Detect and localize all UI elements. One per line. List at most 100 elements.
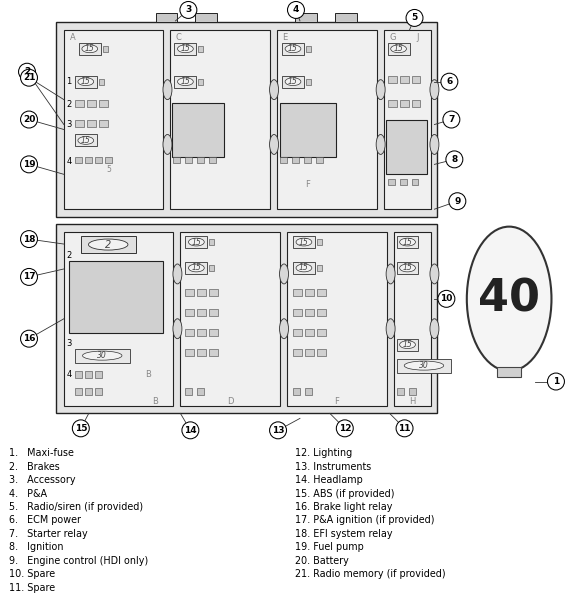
- Text: A: A: [70, 33, 76, 42]
- Text: 2: 2: [66, 250, 72, 259]
- Bar: [99, 120, 108, 127]
- Bar: [209, 349, 218, 356]
- Bar: [397, 389, 403, 396]
- Bar: [155, 13, 177, 22]
- Bar: [386, 120, 428, 174]
- Text: 17: 17: [23, 273, 35, 281]
- Ellipse shape: [269, 80, 279, 99]
- Text: 15: 15: [403, 237, 413, 246]
- Ellipse shape: [376, 80, 385, 99]
- Bar: [293, 289, 302, 296]
- Text: 2: 2: [66, 100, 72, 109]
- Text: 20: 20: [23, 115, 35, 124]
- Bar: [186, 389, 192, 396]
- Bar: [388, 179, 395, 185]
- Circle shape: [21, 330, 38, 347]
- Ellipse shape: [467, 227, 551, 371]
- Ellipse shape: [82, 45, 98, 53]
- Text: 7.   Starter relay: 7. Starter relay: [9, 529, 88, 539]
- Bar: [172, 102, 224, 158]
- Text: 15: 15: [81, 77, 91, 86]
- Bar: [186, 262, 208, 274]
- Bar: [412, 76, 420, 83]
- Bar: [87, 120, 96, 127]
- Bar: [75, 99, 84, 107]
- Text: 13. Instruments: 13. Instruments: [295, 462, 371, 472]
- Text: 18: 18: [23, 234, 35, 243]
- Ellipse shape: [188, 264, 204, 272]
- Bar: [197, 389, 205, 396]
- Text: 4: 4: [293, 5, 299, 14]
- Bar: [209, 158, 216, 164]
- Ellipse shape: [386, 264, 395, 284]
- Ellipse shape: [376, 134, 385, 154]
- Bar: [305, 389, 312, 396]
- Text: 15: 15: [81, 136, 91, 145]
- Ellipse shape: [280, 319, 288, 339]
- Circle shape: [287, 2, 305, 18]
- Bar: [209, 265, 214, 271]
- Ellipse shape: [188, 238, 204, 246]
- Bar: [198, 46, 203, 52]
- Bar: [305, 349, 314, 356]
- Bar: [95, 158, 102, 164]
- Text: 6: 6: [446, 77, 453, 86]
- Circle shape: [21, 111, 38, 128]
- Bar: [317, 349, 326, 356]
- Text: 10. Spare: 10. Spare: [9, 569, 55, 580]
- Bar: [75, 389, 82, 396]
- Bar: [384, 30, 431, 209]
- Text: E: E: [283, 33, 288, 42]
- Text: 21. Radio memory (if provided): 21. Radio memory (if provided): [295, 569, 446, 580]
- Bar: [171, 30, 270, 209]
- Bar: [85, 389, 92, 396]
- Bar: [75, 76, 97, 87]
- Bar: [186, 236, 208, 248]
- Bar: [87, 99, 96, 107]
- Text: B: B: [153, 397, 158, 406]
- Text: 16: 16: [23, 334, 35, 343]
- Bar: [197, 349, 206, 356]
- Bar: [175, 43, 197, 55]
- Ellipse shape: [285, 45, 301, 53]
- Bar: [306, 46, 311, 52]
- Text: 15: 15: [180, 77, 190, 86]
- Bar: [316, 158, 323, 164]
- Bar: [180, 232, 280, 406]
- Circle shape: [446, 151, 463, 168]
- Text: D: D: [227, 397, 234, 406]
- Bar: [197, 309, 206, 316]
- Text: 3: 3: [186, 5, 191, 14]
- Ellipse shape: [430, 80, 439, 99]
- Text: G: G: [390, 33, 396, 42]
- Bar: [186, 289, 194, 296]
- Text: 15: 15: [299, 264, 309, 273]
- Bar: [293, 328, 302, 336]
- Circle shape: [21, 268, 38, 286]
- Bar: [99, 79, 103, 84]
- Bar: [317, 289, 326, 296]
- Text: 21: 21: [23, 73, 35, 82]
- Text: 9: 9: [454, 197, 461, 206]
- Text: C: C: [176, 33, 181, 42]
- Ellipse shape: [386, 319, 395, 339]
- Text: 15: 15: [85, 44, 95, 54]
- Circle shape: [547, 373, 565, 390]
- Text: 11: 11: [398, 424, 411, 433]
- Bar: [277, 30, 377, 209]
- Text: J: J: [416, 33, 418, 42]
- Text: 12. Lighting: 12. Lighting: [295, 448, 352, 458]
- Bar: [306, 79, 311, 84]
- Bar: [409, 389, 416, 396]
- Text: 15: 15: [191, 237, 201, 246]
- Bar: [209, 239, 214, 245]
- Bar: [173, 158, 180, 164]
- Bar: [197, 158, 205, 164]
- Text: 2: 2: [105, 240, 112, 249]
- Text: 8: 8: [451, 155, 457, 164]
- Text: 15: 15: [299, 237, 309, 246]
- Bar: [412, 99, 420, 107]
- Bar: [397, 262, 418, 274]
- Bar: [280, 102, 336, 158]
- Ellipse shape: [269, 134, 279, 154]
